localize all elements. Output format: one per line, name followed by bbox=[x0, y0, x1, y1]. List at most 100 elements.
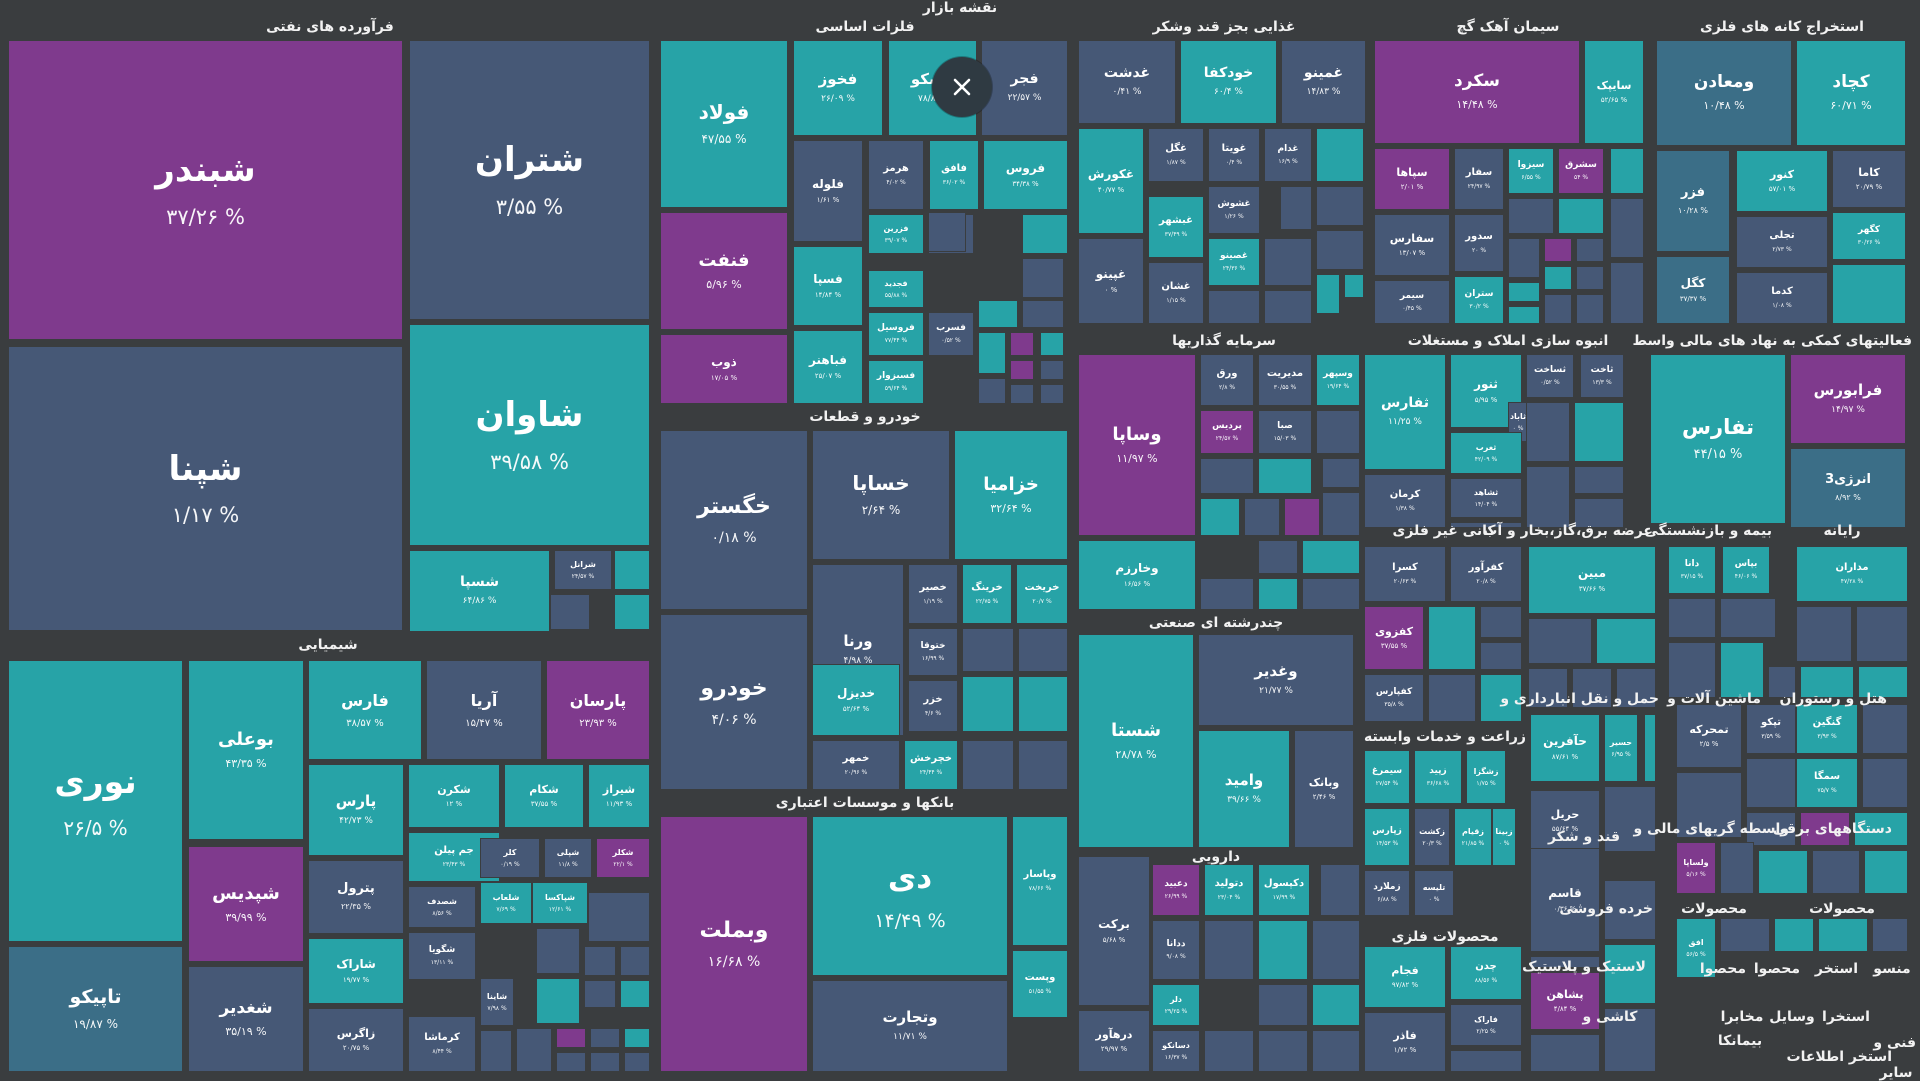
stock-tile[interactable]: شگویا ۱۳/۱۱ % bbox=[408, 932, 476, 980]
stock-tile-small[interactable] bbox=[1576, 266, 1604, 290]
stock-tile[interactable]: دسانکو ۱۶/۳۷ % bbox=[1152, 1030, 1200, 1072]
stock-tile-small[interactable] bbox=[1316, 410, 1360, 454]
stock-tile[interactable]: زکشت ۲۰/۳ % bbox=[1414, 808, 1450, 866]
stock-tile-small[interactable] bbox=[1720, 842, 1754, 894]
stock-tile-small[interactable] bbox=[1258, 578, 1298, 610]
stock-tile[interactable]: دی ۱۴/۴۹ % bbox=[812, 816, 1008, 976]
stock-tile-small[interactable] bbox=[1604, 944, 1656, 1004]
stock-tile-small[interactable] bbox=[1872, 918, 1908, 952]
stock-tile-small[interactable] bbox=[1818, 918, 1868, 952]
stock-tile[interactable]: پارسان ۲۳/۹۳ % bbox=[546, 660, 650, 760]
stock-tile-small[interactable] bbox=[1526, 466, 1570, 528]
stock-tile[interactable]: ثساخت ۰/۵۲ % bbox=[1526, 354, 1574, 398]
stock-tile-small[interactable] bbox=[1200, 498, 1240, 536]
stock-tile[interactable]: نوری ۲۶/۵ % bbox=[8, 660, 183, 942]
stock-tile[interactable]: فروسیل ۷۷/۴۴ % bbox=[868, 312, 924, 356]
stock-tile[interactable]: پردیس ۲۴/۵۷ % bbox=[1200, 410, 1254, 454]
stock-tile[interactable]: سشرق ۵۴ % bbox=[1558, 148, 1604, 194]
stock-tile[interactable]: پترول ۲۲/۳۵ % bbox=[308, 860, 404, 934]
stock-tile[interactable]: شکرن ۱۲ % bbox=[408, 764, 500, 828]
stock-tile-small[interactable] bbox=[1480, 674, 1522, 722]
stock-tile[interactable]: فسپا ۱۴/۸۴ % bbox=[793, 246, 863, 326]
stock-tile[interactable]: خگستر ۰/۱۸ % bbox=[660, 430, 808, 610]
stock-tile[interactable]: ذوب ۱۷/۰۵ % bbox=[660, 334, 788, 404]
stock-tile[interactable]: زپید ۳۶/۶۸ % bbox=[1414, 750, 1462, 804]
stock-tile-small[interactable] bbox=[550, 594, 590, 630]
stock-tile-small[interactable] bbox=[1508, 282, 1540, 302]
stock-tile[interactable]: تلیسه ۰ % bbox=[1414, 870, 1454, 916]
stock-tile[interactable]: فلوله ۱/۶۱ % bbox=[793, 140, 863, 242]
stock-tile[interactable]: غشان ۱/۱۵ % bbox=[1148, 262, 1204, 324]
stock-tile[interactable]: بوعلی ۴۳/۳۵ % bbox=[188, 660, 304, 840]
stock-tile[interactable]: فجدید ۵۵/۸۸ % bbox=[868, 270, 924, 308]
stock-tile-small[interactable] bbox=[1758, 850, 1808, 894]
stock-tile[interactable]: خمهر ۲۰/۹۶ % bbox=[812, 740, 900, 790]
stock-tile-small[interactable] bbox=[1856, 606, 1908, 662]
stock-tile[interactable]: افق ۵۶/۵ % bbox=[1676, 918, 1716, 978]
stock-tile-small[interactable] bbox=[1428, 674, 1476, 722]
stock-tile-small[interactable] bbox=[1596, 618, 1656, 664]
stock-tile[interactable]: وپست ۵۱/۵۵ % bbox=[1012, 950, 1068, 1018]
stock-tile[interactable]: وتجارت ۱۱/۷۱ % bbox=[812, 980, 1008, 1072]
stock-tile[interactable]: درهآور ۲۹/۹۷ % bbox=[1078, 1010, 1150, 1072]
stock-tile[interactable]: خودرو ۴/۰۶ % bbox=[660, 614, 808, 790]
stock-tile-small[interactable] bbox=[962, 676, 1014, 732]
stock-tile[interactable]: خریخت ۲۰/۷ % bbox=[1016, 564, 1068, 624]
stock-tile-small[interactable] bbox=[1022, 258, 1064, 298]
stock-tile-small[interactable] bbox=[1574, 466, 1624, 494]
stock-tile[interactable]: فرابورس ۱۴/۹۷ % bbox=[1790, 354, 1906, 444]
stock-tile[interactable]: گنگین ۳/۹۳ % bbox=[1796, 704, 1858, 754]
stock-tile[interactable]: تاپیکو ۱۹/۸۷ % bbox=[8, 946, 183, 1072]
stock-tile-small[interactable] bbox=[1316, 128, 1364, 182]
stock-tile[interactable]: کرمان ۱/۳۸ % bbox=[1364, 474, 1446, 528]
stock-tile-small[interactable] bbox=[1450, 1050, 1522, 1072]
stock-tile-small[interactable] bbox=[1018, 740, 1068, 790]
stock-tile-small[interactable] bbox=[1796, 606, 1852, 662]
stock-tile[interactable]: ثغرب ۴۲/۰۹ % bbox=[1450, 432, 1522, 474]
stock-tile-small[interactable] bbox=[1450, 522, 1522, 528]
stock-tile-small[interactable] bbox=[584, 946, 616, 976]
stock-tile-small[interactable] bbox=[1574, 498, 1624, 528]
stock-tile[interactable]: غگل ۱/۸۷ % bbox=[1148, 128, 1204, 182]
stock-tile[interactable]: فاراک ۲/۲۵ % bbox=[1450, 1004, 1522, 1046]
stock-tile-small[interactable] bbox=[1604, 786, 1656, 852]
stock-tile[interactable]: حریل ۵۵/۶۴ % bbox=[1530, 790, 1600, 852]
stock-tile-small[interactable] bbox=[1316, 230, 1364, 270]
stock-tile[interactable]: کگهر ۳۰/۲۶ % bbox=[1832, 212, 1906, 260]
stock-tile-small[interactable] bbox=[1668, 598, 1716, 638]
stock-tile[interactable]: کفزوی ۳۷/۵۵ % bbox=[1364, 606, 1424, 670]
stock-tile[interactable]: غویتا ۰/۴ % bbox=[1208, 128, 1260, 182]
stock-tile-small[interactable] bbox=[590, 1028, 620, 1048]
stock-tile-small[interactable] bbox=[1720, 642, 1764, 698]
stock-tile-small[interactable] bbox=[1312, 920, 1360, 980]
stock-tile-small[interactable] bbox=[1644, 714, 1656, 782]
stock-tile-small[interactable] bbox=[1720, 598, 1776, 638]
stock-tile-small[interactable] bbox=[1322, 458, 1360, 488]
stock-tile[interactable]: شغدیر ۳۵/۱۹ % bbox=[188, 966, 304, 1072]
stock-tile[interactable]: کسرا ۲۰/۶۳ % bbox=[1364, 546, 1446, 602]
stock-tile[interactable]: فاذر ۱/۷۲ % bbox=[1364, 1012, 1446, 1072]
stock-tile[interactable]: فارس ۳۸/۵۷ % bbox=[308, 660, 422, 760]
stock-tile[interactable]: شتران ۳/۵۵ % bbox=[409, 40, 650, 320]
stock-tile-small[interactable] bbox=[624, 1052, 650, 1072]
stock-tile-small[interactable] bbox=[1302, 578, 1360, 610]
stock-tile-small[interactable] bbox=[978, 332, 1006, 374]
stock-tile-small[interactable] bbox=[480, 1030, 512, 1072]
stock-tile[interactable]: کفرآور ۲۰/۸ % bbox=[1450, 546, 1522, 602]
stock-tile[interactable]: شپنا ۱/۱۷ % bbox=[8, 346, 403, 631]
stock-tile-small[interactable] bbox=[1312, 984, 1360, 1026]
stock-tile[interactable]: سیمرغ ۲۷/۵۴ % bbox=[1364, 750, 1410, 804]
stock-tile[interactable]: تمحرکه ۲/۵ % bbox=[1676, 704, 1742, 768]
stock-tile[interactable]: ولساپا ۵/۱۶ % bbox=[1676, 842, 1716, 894]
stock-tile-small[interactable] bbox=[1604, 1008, 1656, 1072]
stock-tile-small[interactable] bbox=[1774, 918, 1814, 952]
stock-tile-small[interactable] bbox=[1258, 984, 1308, 1026]
stock-tile[interactable]: برکت ۵/۶۸ % bbox=[1078, 856, 1150, 1006]
stock-tile-small[interactable] bbox=[1864, 850, 1908, 894]
stock-tile[interactable]: وساپا ۱۱/۹۷ % bbox=[1078, 354, 1196, 536]
stock-tile[interactable]: کچاد ۶۰/۷۱ % bbox=[1796, 40, 1906, 146]
stock-tile-small[interactable] bbox=[978, 300, 1018, 328]
stock-tile-small[interactable] bbox=[1018, 628, 1068, 672]
stock-tile[interactable]: مدیریت ۳۰/۵۵ % bbox=[1258, 354, 1312, 406]
stock-tile[interactable]: ورق ۲/۸ % bbox=[1200, 354, 1254, 406]
